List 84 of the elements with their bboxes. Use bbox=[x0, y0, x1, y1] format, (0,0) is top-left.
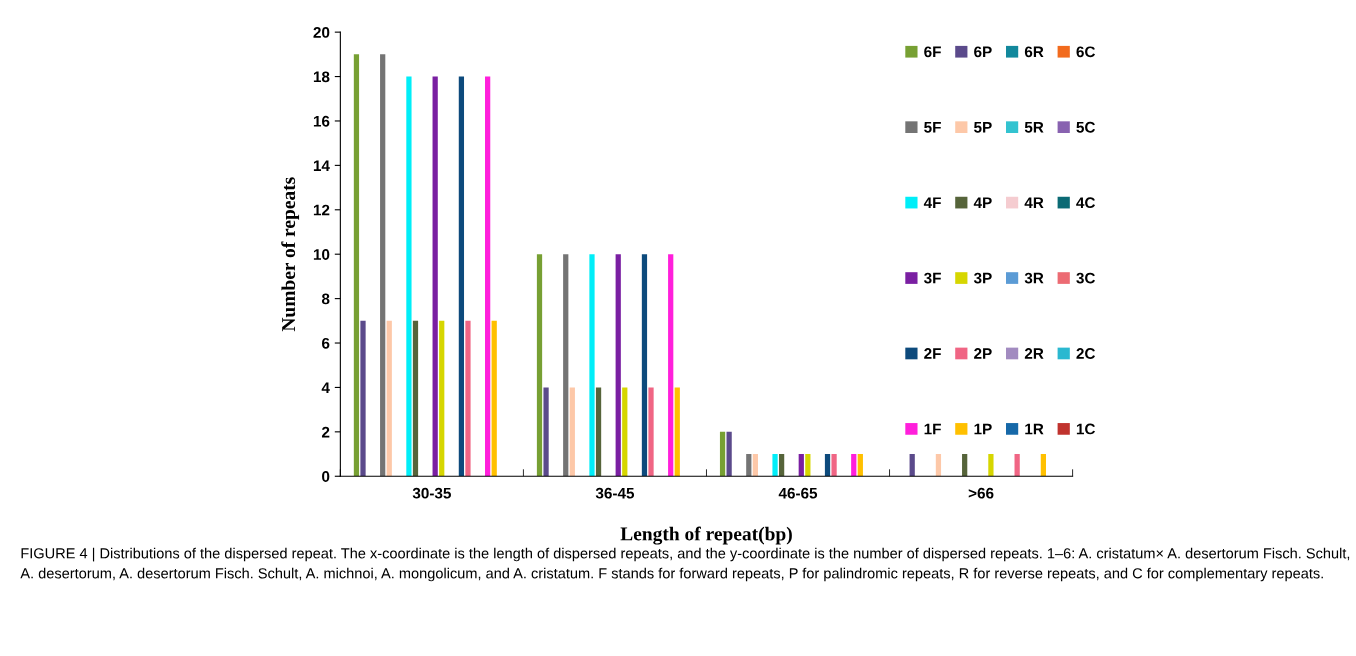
y-tick-label: 2 bbox=[321, 426, 330, 438]
bar bbox=[719, 431, 726, 477]
bar bbox=[857, 454, 863, 477]
bar bbox=[851, 454, 857, 477]
y-axis-title: Number of repeats bbox=[281, 177, 300, 332]
bar bbox=[726, 431, 732, 477]
legend-label: 4P bbox=[973, 197, 992, 208]
y-tick-label: 18 bbox=[313, 71, 330, 83]
bar bbox=[386, 320, 392, 477]
legend-label: 6C bbox=[1076, 46, 1096, 58]
x-tick-label: 36-45 bbox=[595, 487, 635, 499]
bar bbox=[595, 387, 602, 477]
bar bbox=[746, 454, 752, 477]
bar bbox=[563, 254, 569, 477]
bar bbox=[485, 76, 491, 477]
bar bbox=[432, 76, 438, 477]
bar bbox=[1040, 454, 1047, 477]
bar bbox=[909, 454, 915, 477]
bar bbox=[641, 254, 648, 477]
legend-label: 2F bbox=[924, 348, 941, 359]
legend-label: 2C bbox=[1076, 348, 1096, 359]
bar bbox=[360, 320, 366, 477]
bar bbox=[1014, 454, 1020, 477]
legend-label: 1C bbox=[1076, 423, 1096, 435]
legend-label: 3F bbox=[923, 272, 941, 284]
legend-label: 2R bbox=[1024, 348, 1044, 359]
legend-label: 4C bbox=[1076, 197, 1096, 209]
bar bbox=[622, 387, 628, 477]
bar bbox=[962, 454, 968, 477]
y-tick-label: 10 bbox=[313, 249, 330, 260]
y-tick-label: 20 bbox=[313, 27, 330, 38]
bar bbox=[353, 54, 360, 477]
bar bbox=[752, 454, 758, 477]
y-tick-label: 12 bbox=[313, 204, 330, 216]
bar bbox=[380, 54, 386, 477]
bar bbox=[615, 254, 621, 477]
legend-label: 1F bbox=[924, 423, 941, 435]
bar bbox=[439, 320, 445, 477]
bar bbox=[589, 254, 595, 477]
x-axis-title: Length of repeat(bp) bbox=[620, 526, 792, 545]
caption: FIGURE 4 | Distributions of the dispersed repeat. The x-coordinate is the length of dispersed repeats, and the y-coordinate is the number of dispersed repeats. 1–6: A. cristatum× A. desertorum Fisch. Schult, A. desertorum, A. desertorum Fisch. Schult, A. michnoi, A. mongolicum, and A. cristatum. F stands for forward repeats, P for palindromic repeats, R for reverse repeats, and C for complementary repeats. bbox=[20, 547, 1350, 582]
y-tick-label: 8 bbox=[321, 293, 330, 305]
legend-label: 6R bbox=[1024, 46, 1044, 58]
bar bbox=[543, 387, 549, 477]
bar bbox=[536, 254, 543, 477]
legend-label: 1P bbox=[974, 423, 992, 435]
bar bbox=[491, 320, 497, 477]
y-tick-label: 4 bbox=[321, 382, 330, 393]
legend-label: 5P bbox=[974, 121, 992, 133]
y-tick-label: 16 bbox=[313, 115, 330, 127]
y-tick-label: 0 bbox=[322, 471, 330, 482]
legend-label: 4F bbox=[923, 197, 941, 208]
bar bbox=[824, 454, 831, 477]
bar bbox=[935, 454, 942, 477]
bar bbox=[406, 76, 412, 477]
bar bbox=[831, 454, 837, 477]
bar bbox=[648, 387, 654, 477]
legend-label: 6F bbox=[924, 46, 941, 58]
x-tick-label: 46-65 bbox=[778, 487, 818, 499]
bar bbox=[772, 454, 778, 477]
y-tick-label: 6 bbox=[322, 337, 330, 349]
bar bbox=[465, 320, 471, 477]
bar bbox=[668, 254, 674, 477]
bar bbox=[569, 387, 575, 477]
legend-label: 5F bbox=[924, 121, 941, 133]
legend-label: 5C bbox=[1076, 121, 1096, 133]
legend-label: 3P bbox=[973, 272, 992, 284]
legend-label: 3C bbox=[1076, 272, 1096, 284]
legend-label: 4R bbox=[1024, 197, 1044, 208]
legend-label: 5R bbox=[1024, 121, 1044, 133]
bar bbox=[458, 76, 465, 477]
bar bbox=[674, 387, 680, 477]
legend-label: 1R bbox=[1025, 423, 1044, 435]
legend-label: 6P bbox=[974, 46, 992, 58]
legend-label: 2P bbox=[974, 348, 992, 359]
bar bbox=[988, 454, 994, 477]
bar bbox=[805, 454, 811, 477]
x-tick-label: 30-35 bbox=[412, 487, 451, 499]
y-tick-label: 14 bbox=[313, 160, 330, 171]
bar bbox=[412, 320, 419, 477]
bar bbox=[798, 454, 804, 477]
legend-label: 3R bbox=[1024, 272, 1044, 284]
bar bbox=[778, 454, 785, 477]
x-tick-label: >66 bbox=[968, 487, 994, 499]
